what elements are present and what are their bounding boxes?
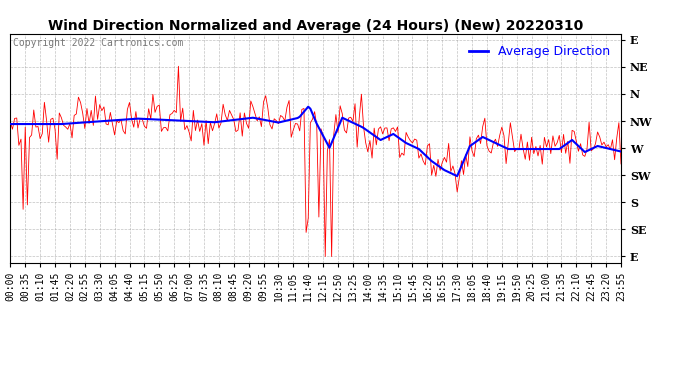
- Title: Wind Direction Normalized and Average (24 Hours) (New) 20220310: Wind Direction Normalized and Average (2…: [48, 19, 583, 33]
- Legend: Average Direction: Average Direction: [464, 40, 615, 63]
- Text: Copyright 2022 Cartronics.com: Copyright 2022 Cartronics.com: [13, 38, 184, 48]
